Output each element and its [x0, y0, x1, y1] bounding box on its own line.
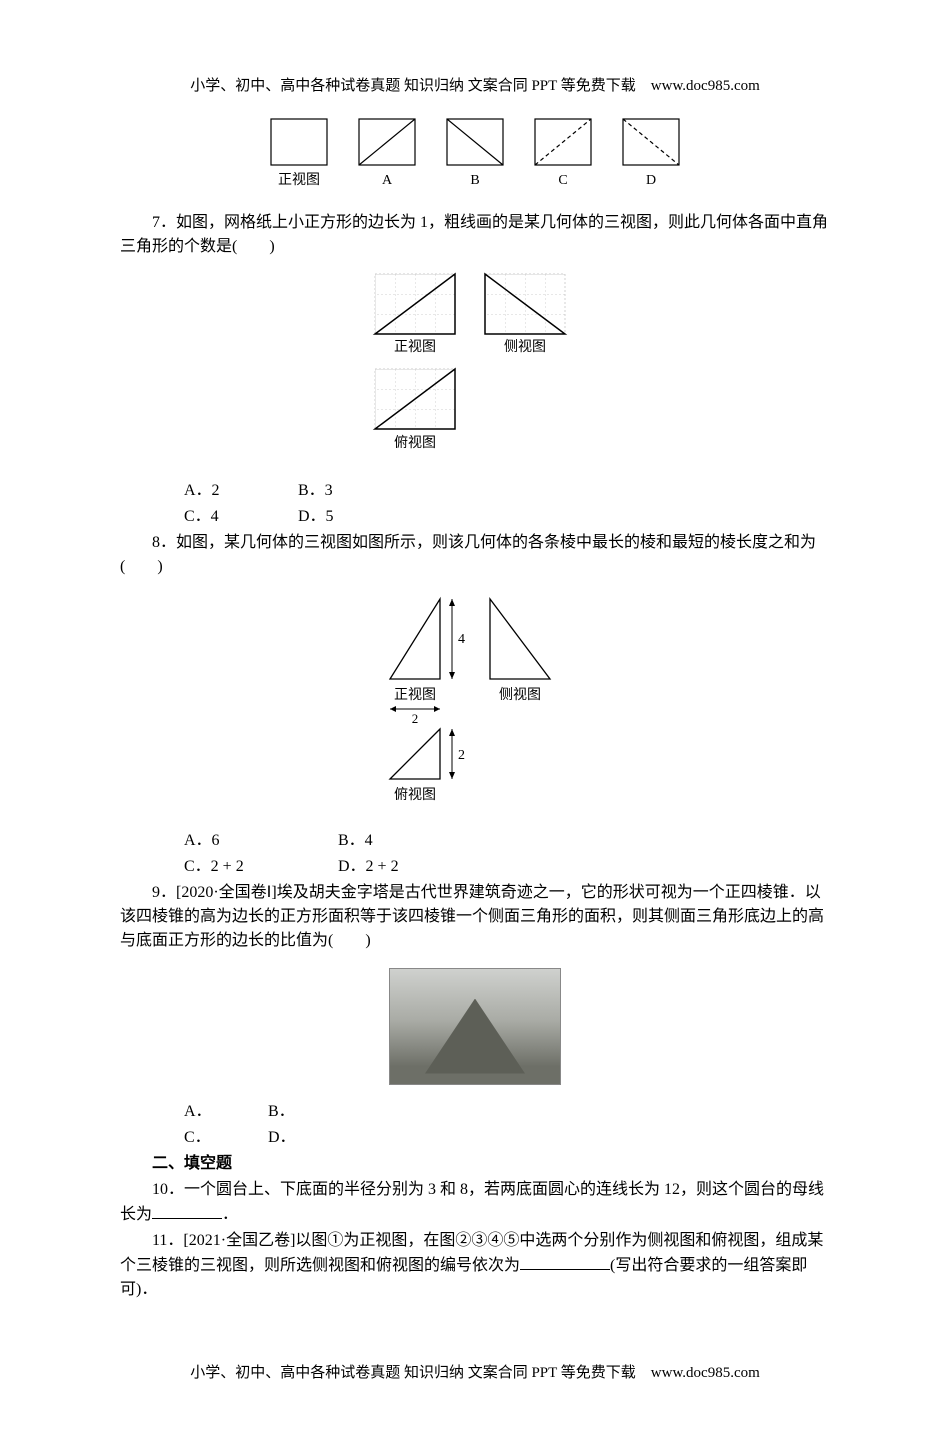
q7-optA: A．2 [152, 479, 262, 503]
fig6-optD: D [622, 118, 680, 191]
q8-optD: D．2 + 2 [306, 855, 416, 879]
section2-title: 二、填空题 [120, 1152, 830, 1176]
pyramid-photo [389, 968, 561, 1085]
q9-optA: A． [152, 1100, 232, 1124]
fig6-optB-svg [446, 118, 504, 166]
q7-optD: D．5 [266, 505, 376, 529]
q8-figure: 4 正视图 侧视图 2 2 俯视图 [120, 589, 830, 819]
q8-optC: C．2 + 2 [152, 855, 302, 879]
page-header: 小学、初中、高中各种试卷真题 知识归纳 文案合同 PPT 等免费下载 www.d… [120, 75, 830, 98]
q9-opts-row2: C． D． [120, 1126, 830, 1150]
q7-front-label: 正视图 [394, 339, 436, 355]
fig6-optD-label: D [646, 170, 656, 191]
fig6-optC-label: C [558, 170, 567, 191]
q7-figure: 正视图 侧视图 俯视图 [120, 269, 830, 469]
q7-top-label: 俯视图 [394, 435, 436, 451]
q8-dim-h4: 4 [458, 632, 465, 647]
fig6-row: 正视图 A B C [120, 118, 830, 191]
fig6-optB-label: B [470, 170, 479, 191]
fig6-front-svg [270, 118, 328, 166]
q9-photo [120, 968, 830, 1085]
fig6-optA: A [358, 118, 416, 191]
fig6-front: 正视图 [270, 118, 328, 191]
q8-opts-row2: C．2 + 2 D．2 + 2 [120, 855, 830, 879]
q11-blank [520, 1253, 610, 1270]
q8-dim-w2: 2 [412, 711, 419, 726]
fig6-optC-svg [534, 118, 592, 166]
fig6-front-label: 正视图 [278, 170, 320, 191]
q7-optC: C．4 [152, 505, 262, 529]
q10-text-b: ． [222, 1206, 238, 1223]
q11-text: 11．[2021·全国乙卷]以图①为正视图，在图②③④⑤中选两个分别作为侧视图和… [120, 1229, 830, 1302]
q8-text: 8．如图，某几何体的三视图如图所示，则该几何体的各条棱中最长的棱和最短的棱长度之… [120, 531, 830, 579]
q8-dim-h2: 2 [458, 748, 465, 763]
q9-opts-row1: A． B． [120, 1100, 830, 1124]
q7-text: 7．如图，网格纸上小正方形的边长为 1，粗线画的是某几何体的三视图，则此几何体各… [120, 211, 830, 259]
fig6-optA-label: A [382, 170, 392, 191]
q7-opts-row1: A．2 B．3 [120, 479, 830, 503]
q10-blank [152, 1202, 222, 1219]
q8-opts-row1: A．6 B．4 [120, 829, 830, 853]
q7-side-label: 侧视图 [504, 339, 546, 355]
q8-optB: B．4 [306, 829, 416, 853]
q7-opts-row2: C．4 D．5 [120, 505, 830, 529]
q8-optA: A．6 [152, 829, 302, 853]
q9-text: 9．[2020·全国卷Ⅰ]埃及胡夫金字塔是古代世界建筑奇迹之一，它的形状可视为一… [120, 881, 830, 953]
q8-front-label: 正视图 [394, 687, 436, 703]
q9-optD: D． [236, 1126, 316, 1150]
fig6-optC: C [534, 118, 592, 191]
q8-top-label: 俯视图 [394, 787, 436, 803]
fig6-optB: B [446, 118, 504, 191]
q9-optB: B． [236, 1100, 316, 1124]
fig6-optD-svg [622, 118, 680, 166]
page-footer: 小学、初中、高中各种试卷真题 知识归纳 文案合同 PPT 等免费下载 www.d… [120, 1362, 830, 1385]
fig6-optA-svg [358, 118, 416, 166]
q9-optC: C． [152, 1126, 232, 1150]
q7-optB: B．3 [266, 479, 376, 503]
q10-text: 10．一个圆台上、下底面的半径分别为 3 和 8，若两底面圆心的连线长为 12，… [120, 1178, 830, 1227]
q8-side-label: 侧视图 [499, 687, 541, 703]
